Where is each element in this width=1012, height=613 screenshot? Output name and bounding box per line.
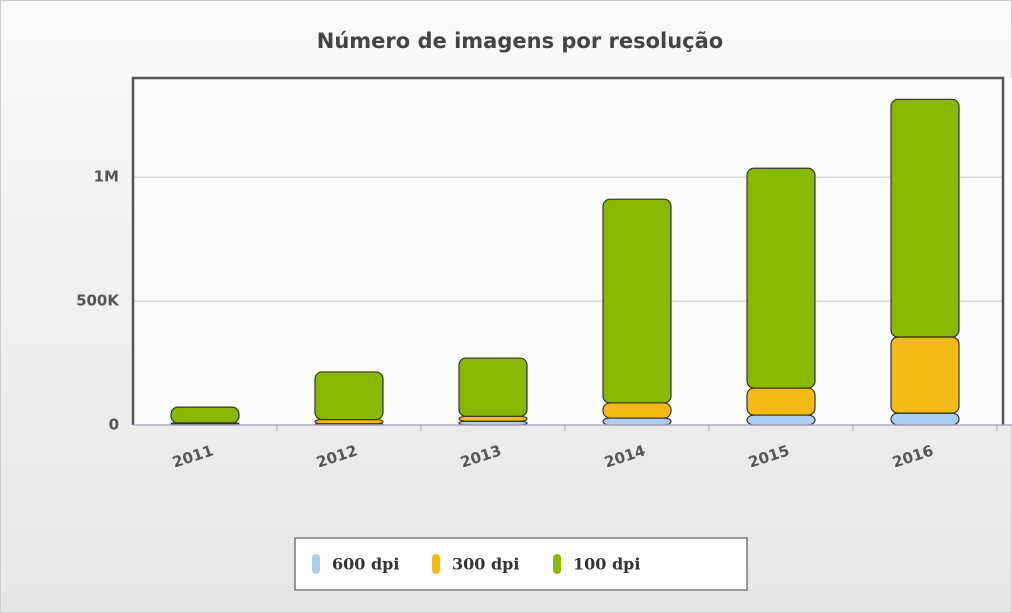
legend-label[interactable]: 100 dpi — [573, 555, 640, 574]
bar-segment — [458, 357, 528, 417]
bar-segment — [170, 406, 240, 424]
chart-title: Número de imagens por resolução — [317, 29, 723, 53]
legend — [294, 537, 748, 591]
bar-segment — [602, 198, 672, 404]
legend-swatch[interactable] — [312, 554, 320, 574]
bar-segment — [890, 336, 960, 414]
y-tick-label: 500K — [76, 292, 120, 310]
bar-segment — [602, 417, 672, 426]
y-tick-label: 1M — [94, 168, 119, 186]
plot-area — [133, 78, 1012, 425]
legend-swatch[interactable] — [432, 554, 440, 574]
bar-segment — [746, 414, 816, 426]
legend-label[interactable]: 600 dpi — [332, 555, 399, 574]
bar-segment — [458, 415, 528, 422]
y-tick-label: 0 — [109, 416, 119, 434]
legend-label[interactable]: 300 dpi — [452, 555, 519, 574]
bar-segment — [314, 371, 384, 421]
bar-segment — [746, 387, 816, 416]
legend-swatch[interactable] — [553, 554, 561, 574]
bar-segment — [746, 167, 816, 389]
bar-segment — [890, 412, 960, 426]
bar-segment — [890, 98, 960, 338]
bar-segment — [314, 418, 384, 425]
bar-segment — [602, 402, 672, 419]
plot-border — [131, 76, 1005, 425]
